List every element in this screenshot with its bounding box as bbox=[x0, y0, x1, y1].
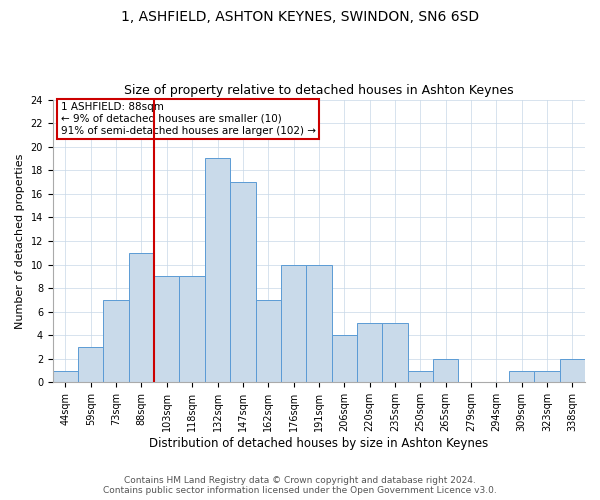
Bar bbox=[78, 347, 103, 382]
Bar bbox=[256, 300, 281, 382]
Bar bbox=[205, 158, 230, 382]
Bar bbox=[382, 324, 407, 382]
Bar bbox=[433, 359, 458, 382]
Title: Size of property relative to detached houses in Ashton Keynes: Size of property relative to detached ho… bbox=[124, 84, 514, 97]
Bar bbox=[103, 300, 129, 382]
Bar bbox=[535, 370, 560, 382]
Bar bbox=[129, 252, 154, 382]
Text: Contains HM Land Registry data © Crown copyright and database right 2024.
Contai: Contains HM Land Registry data © Crown c… bbox=[103, 476, 497, 495]
Bar bbox=[179, 276, 205, 382]
Text: 1 ASHFIELD: 88sqm
← 9% of detached houses are smaller (10)
91% of semi-detached : 1 ASHFIELD: 88sqm ← 9% of detached house… bbox=[61, 102, 316, 136]
Bar bbox=[154, 276, 179, 382]
Bar bbox=[509, 370, 535, 382]
Bar bbox=[306, 264, 332, 382]
Bar bbox=[230, 182, 256, 382]
Bar bbox=[53, 370, 78, 382]
Bar bbox=[332, 335, 357, 382]
Bar bbox=[560, 359, 585, 382]
Bar bbox=[281, 264, 306, 382]
Text: 1, ASHFIELD, ASHTON KEYNES, SWINDON, SN6 6SD: 1, ASHFIELD, ASHTON KEYNES, SWINDON, SN6… bbox=[121, 10, 479, 24]
Bar bbox=[357, 324, 382, 382]
Bar bbox=[407, 370, 433, 382]
Y-axis label: Number of detached properties: Number of detached properties bbox=[15, 154, 25, 328]
X-axis label: Distribution of detached houses by size in Ashton Keynes: Distribution of detached houses by size … bbox=[149, 437, 488, 450]
